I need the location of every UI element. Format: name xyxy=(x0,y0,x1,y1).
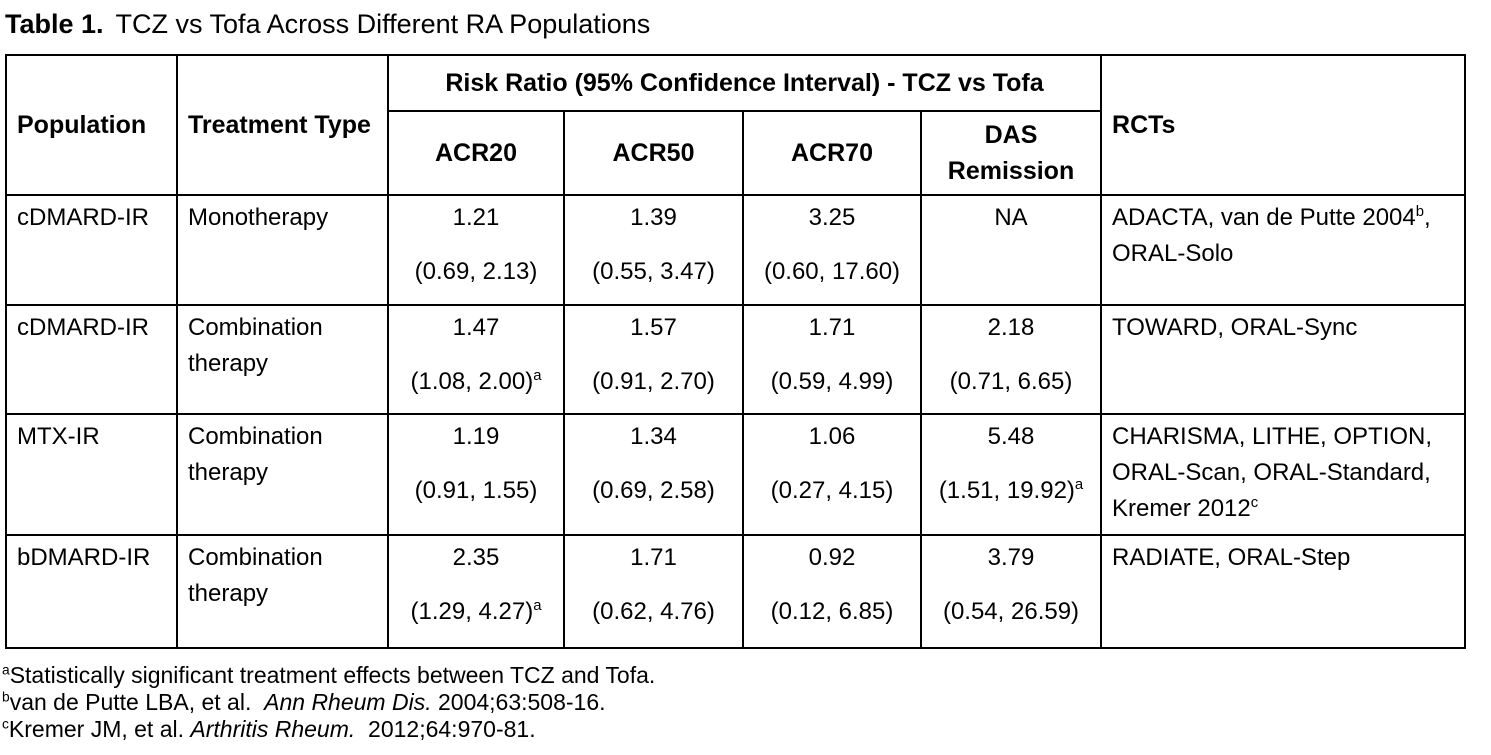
acr50-cell: 1.57 (0.91, 2.70) xyxy=(563,304,744,415)
acr20-cell: 1.47 (1.08, 2.00)a xyxy=(387,304,565,415)
footnote-c: cKremer JM, et al. Arthritis Rheum. 2012… xyxy=(2,716,1491,743)
acr50-cell: 1.71 (0.62, 4.76) xyxy=(563,534,744,649)
das-remission-cell: 3.79 (0.54, 26.59) xyxy=(919,534,1103,649)
estimate-value: 1.47 xyxy=(452,314,500,341)
treatment-type-cell: Combination therapy xyxy=(176,413,389,536)
significance-superscript: a xyxy=(533,598,542,614)
footnote-text: van de Putte LBA, et al. xyxy=(9,689,265,715)
acr70-cell: 1.06 (0.27, 4.15) xyxy=(742,413,922,536)
ci-value: (1.51, 19.92)a xyxy=(938,477,1084,504)
footnote-superscript: a xyxy=(2,662,10,678)
population-cell: cDMARD-IR xyxy=(5,304,178,415)
col-header-das-remission: DAS Remission xyxy=(919,110,1103,196)
significance-superscript: a xyxy=(533,368,542,384)
treatment-type-cell: Combination therapy xyxy=(176,304,389,415)
col-header-rcts: RCTs xyxy=(1100,54,1467,196)
das-remission-label: DAS Remission xyxy=(947,121,1075,185)
estimate-value: 1.57 xyxy=(630,314,677,341)
rcts-cell: ADACTA, van de Putte 2004b, ORAL-Solo xyxy=(1100,194,1467,306)
das-remission-cell: 2.18 (0.71, 6.65) xyxy=(919,304,1103,415)
estimate-value: 1.39 xyxy=(630,204,677,231)
footnotes: aStatistically significant treatment eff… xyxy=(2,662,1491,743)
estimate-value: 3.79 xyxy=(987,544,1035,571)
acr70-cell: 3.25 (0.60, 17.60) xyxy=(742,194,922,306)
acr20-cell: 2.35 (1.29, 4.27)a xyxy=(387,534,565,649)
col-header-population: Population xyxy=(5,54,178,196)
header-row-top: Population Treatment Type Risk Ratio (95… xyxy=(5,54,1467,196)
estimate-value: 1.21 xyxy=(452,204,500,231)
ci-value: (0.27, 4.15) xyxy=(770,477,894,504)
footnote-a: aStatistically significant treatment eff… xyxy=(2,662,1491,689)
population-cell: MTX-IR xyxy=(5,413,178,536)
estimate-value: 3.25 xyxy=(808,204,856,231)
estimate-value: 2.35 xyxy=(452,544,500,571)
rct-superscript: b xyxy=(1415,204,1425,220)
table-row: cDMARD-IR Combination therapy 1.47 (1.08… xyxy=(5,304,1467,415)
significance-superscript: a xyxy=(1074,477,1084,493)
estimate-value: 1.71 xyxy=(630,544,677,571)
col-header-acr50: ACR50 xyxy=(563,110,744,196)
footnote-superscript: c xyxy=(2,716,9,732)
das-remission-cell: NA xyxy=(919,194,1103,306)
journal-name: Ann Rheum Dis. xyxy=(264,689,432,715)
footnote-text: Statistically significant treatment effe… xyxy=(9,662,656,688)
table-title-label: Table 1. xyxy=(5,9,104,39)
rcts-cell: TOWARD, ORAL-Sync xyxy=(1100,304,1467,415)
das-remission-cell: 5.48 (1.51, 19.92)a xyxy=(919,413,1103,536)
ci-value: (0.60, 17.60) xyxy=(763,258,901,285)
ci-value: (1.29, 4.27)a xyxy=(410,598,542,625)
footnote-text: Kremer JM, et al. xyxy=(8,716,191,742)
acr50-cell: 1.39 (0.55, 3.47) xyxy=(563,194,744,306)
acr70-cell: 0.92 (0.12, 6.85) xyxy=(742,534,922,649)
header-row-sub: ACR20 ACR50 ACR70 DAS Remission xyxy=(6,110,1465,196)
col-header-acr20: ACR20 xyxy=(387,110,565,196)
ci-value: (0.69, 2.58) xyxy=(592,477,715,504)
footnote-text: 2012;64:970-81. xyxy=(355,716,536,742)
ci-value: (0.55, 3.47) xyxy=(592,258,715,285)
ci-value: (0.12, 6.85) xyxy=(770,598,894,625)
population-cell: cDMARD-IR xyxy=(5,194,178,306)
col-header-risk-ratio-group: Risk Ratio (95% Confidence Interval) - T… xyxy=(386,54,1103,112)
table-row: cDMARD-IR Monotherapy 1.21 (0.69, 2.13) … xyxy=(5,194,1467,306)
journal-name: Arthritis Rheum. xyxy=(190,716,356,742)
table-row: MTX-IR Combination therapy 1.19 (0.91, 1… xyxy=(5,413,1467,536)
ci-value: (0.69, 2.13) xyxy=(414,258,538,285)
rcts-cell: CHARISMA, LITHE, OPTION, ORAL-Scan, ORAL… xyxy=(1100,413,1467,536)
population-cell: bDMARD-IR xyxy=(5,534,178,649)
ci-value: (0.91, 1.55) xyxy=(414,477,538,504)
estimate-value: 5.48 xyxy=(987,423,1035,450)
estimate-value: 1.06 xyxy=(808,423,856,450)
treatment-type-cell: Monotherapy xyxy=(176,194,389,306)
estimate-value: 1.34 xyxy=(630,423,677,450)
table-row: bDMARD-IR Combination therapy 2.35 (1.29… xyxy=(5,534,1467,649)
table-title: Table 1. TCZ vs Tofa Across Different RA … xyxy=(5,8,1491,40)
footnote-b: bvan de Putte LBA, et al. Ann Rheum Dis.… xyxy=(2,689,1491,716)
acr20-cell: 1.19 (0.91, 1.55) xyxy=(387,413,565,536)
treatment-type-cell: Combination therapy xyxy=(176,534,389,649)
ci-value: (0.54, 26.59) xyxy=(942,598,1080,625)
estimate-value: 1.71 xyxy=(808,314,856,341)
col-header-treatment-type: Treatment Type xyxy=(176,54,389,196)
table-title-text: TCZ vs Tofa Across Different RA Populati… xyxy=(115,9,651,39)
estimate-value: 0.92 xyxy=(808,544,856,571)
rcts-cell: RADIATE, ORAL-Step xyxy=(1100,534,1467,649)
footnote-text: 2004;63:508-16. xyxy=(431,689,606,715)
footnote-superscript: b xyxy=(2,689,10,705)
estimate-value: NA xyxy=(994,204,1028,231)
estimate-value: 2.18 xyxy=(987,314,1035,341)
estimate-value: 1.19 xyxy=(452,423,500,450)
ci-value: (0.59, 4.99) xyxy=(770,368,894,395)
acr50-cell: 1.34 (0.69, 2.58) xyxy=(563,413,744,536)
acr20-cell: 1.21 (0.69, 2.13) xyxy=(387,194,565,306)
ci-value: (1.08, 2.00)a xyxy=(410,368,542,395)
acr70-cell: 1.71 (0.59, 4.99) xyxy=(742,304,922,415)
ci-value: (0.91, 2.70) xyxy=(592,368,715,395)
ci-value: (0.62, 4.76) xyxy=(592,598,715,625)
rct-superscript: c xyxy=(1250,495,1259,511)
results-table: Population Treatment Type Risk Ratio (95… xyxy=(5,54,1467,649)
ci-value: (0.71, 6.65) xyxy=(949,368,1073,395)
col-header-acr70: ACR70 xyxy=(742,110,922,196)
